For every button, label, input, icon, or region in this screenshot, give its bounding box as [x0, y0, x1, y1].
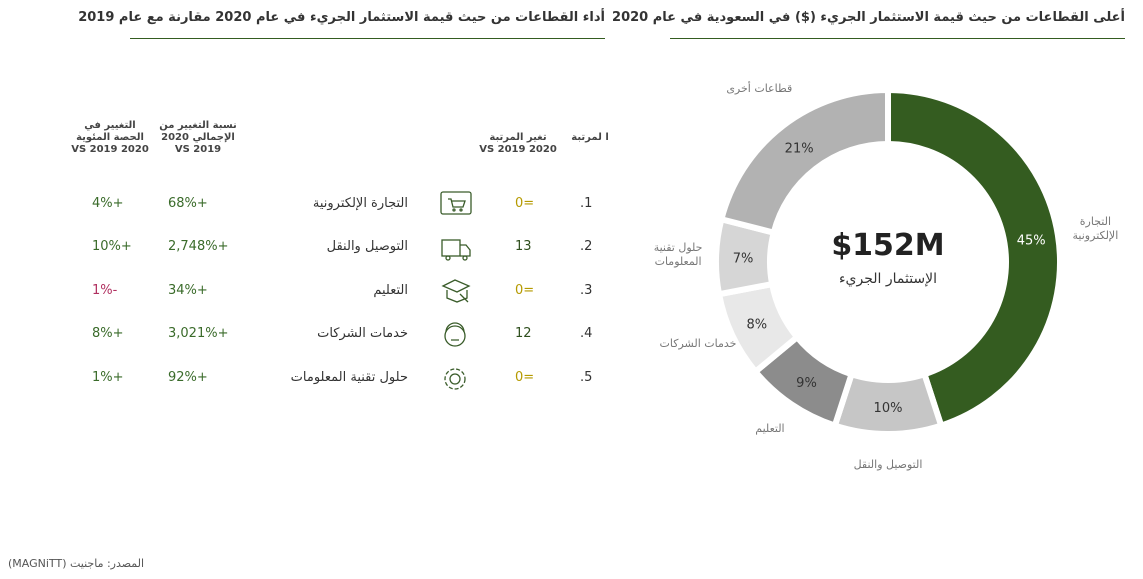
rank-change: 12: [515, 326, 532, 341]
share-change: +4%: [92, 196, 124, 211]
value-label: 45%: [1017, 233, 1046, 248]
value-label: 7%: [733, 251, 754, 266]
chart-title: أعلى القطاعات من حيث قيمة الاستثمار الجر…: [612, 10, 1125, 25]
value-label: 10%: [874, 401, 903, 416]
table-title: أداء القطاعات من حيث قيمة الاستثمار الجر…: [78, 10, 605, 25]
rank-change: =0: [515, 196, 535, 211]
sector: التعليم: [373, 283, 408, 298]
growth: +3,021%: [168, 326, 229, 341]
title-rule: [670, 38, 1125, 39]
rank: 3.: [580, 283, 593, 298]
icons: [440, 191, 472, 390]
sector: التجارة الإلكترونية: [312, 196, 408, 211]
category-label: التوصيل والنقل: [853, 458, 923, 471]
growth: +68%: [168, 196, 208, 211]
center-label: الإستثمار الجريء: [839, 271, 937, 287]
value-label: 21%: [785, 141, 814, 156]
category-label: حلول تقنية المعلومات: [653, 241, 703, 269]
growth: +2,748%: [168, 239, 229, 254]
value-label: 8%: [746, 318, 767, 333]
rank-change: =0: [515, 370, 535, 385]
sector: التوصيل والنقل: [326, 239, 408, 254]
rank: 2.: [580, 239, 593, 254]
value-label: 9%: [796, 376, 817, 391]
column-header: نسبة التغيير من الإجمالي 2020 VS 2019: [159, 120, 237, 155]
growth: +34%: [168, 283, 208, 298]
share-change: -1%: [92, 283, 118, 298]
share-change: +10%: [92, 239, 132, 254]
column-header: التغيير في الحصة المئوية 2020 VS 2019: [71, 120, 149, 155]
rank: 5.: [580, 370, 593, 385]
sector: خدمات الشركات: [317, 326, 408, 341]
center-value: $152M: [831, 228, 944, 263]
growth: +92%: [168, 370, 208, 385]
rank-change: 13: [515, 239, 532, 254]
rank-change: =0: [515, 283, 535, 298]
rank: 1.: [580, 196, 593, 211]
category-label: خدمات الشركات: [659, 337, 737, 351]
donut-segment: [885, 86, 1063, 430]
column-header: تغير المرتبة 2020 VS 2019: [479, 132, 557, 155]
rank: 4.: [580, 326, 593, 341]
category-label: قطاعات أخرى: [726, 82, 793, 96]
donut-segment: [717, 86, 891, 237]
title-rule: [130, 38, 605, 39]
share-change: +8%: [92, 326, 124, 341]
source: المصدر: ماجنيت (MAGNiTT): [8, 557, 145, 570]
category-label: التعليم: [755, 421, 785, 435]
category-label: التجارة الإلكترونية: [1072, 215, 1119, 243]
sector: حلول تقنية المعلومات: [290, 370, 408, 385]
share-change: +1%: [92, 370, 124, 385]
column-header: ا لمرتبة: [571, 132, 609, 143]
